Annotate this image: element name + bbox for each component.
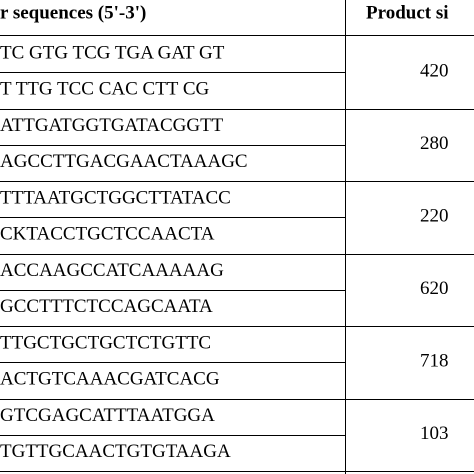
primer-sequence: TTGCTGCTGCTCTGTTC: [0, 332, 211, 353]
primer-sequence: CKTACCTGCTCCAACTA: [0, 223, 215, 244]
primer-sequence: TGTTGCAACTGTGTAAGA: [0, 441, 231, 462]
column-header: r sequences (5'-3'): [0, 2, 146, 23]
primer-sequence: TC GTG TCG TGA GAT GT: [0, 42, 225, 63]
primer-sequence: T TTG TCC CAC CTT CG: [0, 78, 209, 99]
primer-sequence: ACTGTCAAACGATCACG: [0, 368, 220, 389]
primer-sequence: GCCTTTCTCCAGCAATA: [0, 296, 213, 317]
primer-sequence: ACCAAGCCATCAAAAAG: [0, 260, 224, 281]
product-size: 620: [420, 278, 449, 299]
primer-sequence: GTCGAGCATTTAATGGA: [0, 405, 215, 426]
product-size: 420: [420, 60, 449, 81]
product-size: 718: [420, 350, 449, 371]
column-header: Product si: [366, 2, 449, 23]
primer-sequence: TTTAATGCTGGCTTATACC: [0, 187, 231, 208]
product-size: 280: [420, 133, 449, 154]
product-size: 220: [420, 205, 449, 226]
primer-sequence: ATTGATGGTGATACGGTT: [0, 115, 224, 136]
primer-sequence: AGCCTTGACGAACTAAAGC: [0, 151, 248, 172]
product-size: 103: [420, 423, 449, 444]
